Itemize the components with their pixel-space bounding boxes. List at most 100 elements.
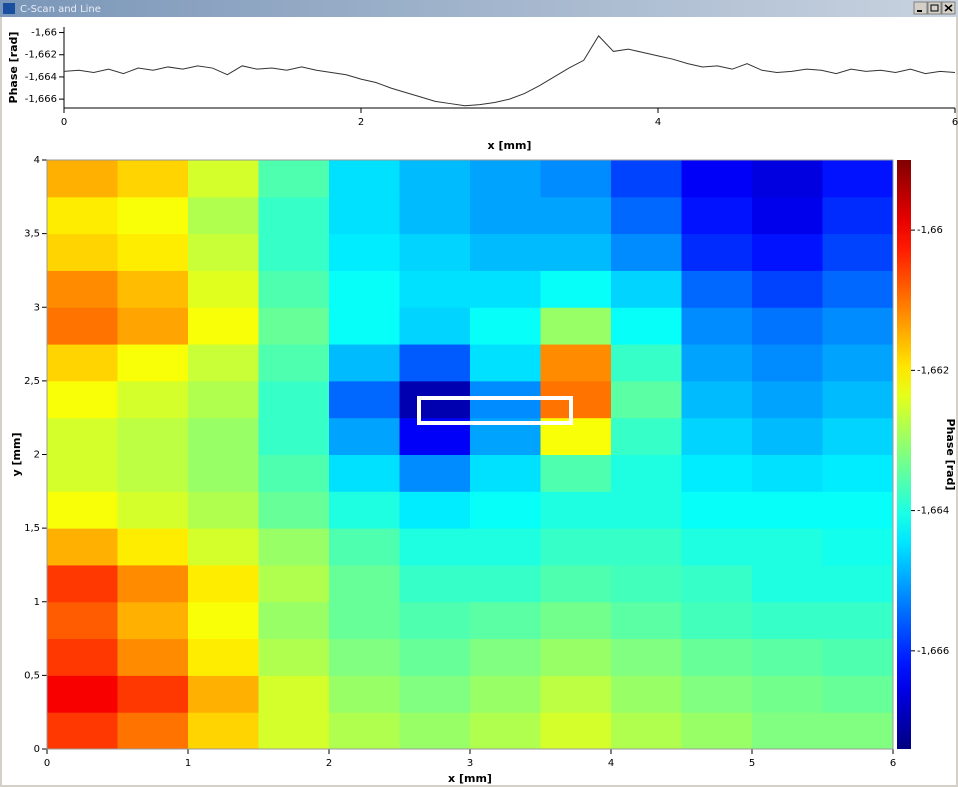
- heat-cell: [47, 160, 118, 198]
- x-tick-label: 3: [467, 758, 473, 769]
- y-tick-label: -1,66: [31, 28, 57, 39]
- x-tick-label: 2: [326, 758, 332, 769]
- heat-cell: [188, 491, 259, 529]
- colorbar-tick-label: -1,662: [917, 365, 949, 376]
- heat-cell: [470, 344, 541, 382]
- heat-cell: [681, 638, 753, 676]
- heat-cell: [329, 380, 400, 419]
- y-tick-label: 2,5: [24, 376, 40, 387]
- heat-cell: [399, 344, 471, 382]
- heat-cell: [47, 196, 118, 235]
- heat-cell: [399, 491, 471, 529]
- heat-cell: [258, 417, 330, 455]
- heat-cell: [681, 564, 753, 603]
- heat-cell: [399, 233, 471, 271]
- minimize-button[interactable]: [913, 1, 928, 15]
- heat-cell: [329, 196, 400, 235]
- heat-cell: [188, 233, 259, 271]
- heat-cell: [117, 491, 189, 529]
- x-tick-label: 2: [358, 117, 364, 128]
- heat-cell: [681, 380, 753, 419]
- heat-cell: [540, 638, 612, 676]
- heat-cell: [611, 344, 682, 382]
- heat-cell: [540, 712, 612, 750]
- heat-cell: [329, 344, 400, 382]
- heat-cell: [117, 564, 189, 603]
- heat-cell: [470, 160, 541, 198]
- plot-frame: [46, 159, 894, 750]
- heat-cell: [329, 528, 400, 566]
- maximize-icon: [930, 4, 939, 12]
- heat-cell: [117, 675, 189, 713]
- heat-cell: [188, 270, 259, 308]
- heat-cell: [258, 196, 330, 235]
- heat-cell: [258, 270, 330, 308]
- maximize-button[interactable]: [927, 1, 942, 15]
- heat-cell: [47, 233, 118, 271]
- heat-cell: [188, 196, 259, 235]
- heat-cell: [470, 196, 541, 235]
- heat-cell: [611, 270, 682, 308]
- heat-cell: [470, 270, 541, 308]
- y-tick-label: 0: [34, 744, 40, 755]
- axis-frame: [63, 27, 955, 109]
- heat-cell: [681, 196, 753, 235]
- app-icon: [3, 3, 15, 14]
- heat-cell: [399, 712, 471, 750]
- y-tick-label: 3,5: [24, 229, 40, 240]
- heat-cell: [117, 233, 189, 271]
- heat-cell: [399, 160, 471, 198]
- heat-cell: [258, 454, 330, 492]
- title-bar: [0, 0, 958, 17]
- heat-cell: [399, 307, 471, 345]
- heat-cell: [188, 380, 259, 419]
- heat-cell: [47, 564, 118, 603]
- y-axis-label: Phase [rad]: [7, 32, 20, 104]
- heat-cell: [47, 380, 118, 419]
- heat-cell: [258, 638, 330, 676]
- heat-cell: [47, 601, 118, 640]
- y-tick-label: 1,5: [24, 523, 40, 534]
- heat-cell: [822, 601, 894, 640]
- heat-cell: [540, 491, 612, 529]
- heat-cell: [47, 491, 118, 529]
- heat-cell: [117, 454, 189, 492]
- heat-cell: [681, 233, 753, 271]
- heat-cell: [399, 675, 471, 713]
- heat-cell: [540, 233, 612, 271]
- heat-cell: [540, 601, 612, 640]
- heat-cell: [399, 564, 471, 603]
- heat-cell: [470, 307, 541, 345]
- heat-cell: [540, 564, 612, 603]
- heat-cell: [540, 454, 612, 492]
- heat-cell: [188, 160, 259, 198]
- heat-cell: [329, 491, 400, 529]
- y-tick-label: 3: [34, 302, 40, 313]
- heat-cell: [117, 638, 189, 676]
- heat-cell: [822, 344, 894, 382]
- heat-cell: [611, 196, 682, 235]
- heat-cell: [329, 601, 400, 640]
- heat-cell: [470, 454, 541, 492]
- heat-cell: [117, 712, 189, 750]
- heat-cell: [258, 601, 330, 640]
- heat-cell: [399, 528, 471, 566]
- heat-cell: [470, 712, 541, 750]
- heat-cell: [611, 528, 682, 566]
- heat-cell: [329, 307, 400, 345]
- heat-cell: [329, 454, 400, 492]
- heat-cell: [117, 160, 189, 198]
- heat-cell: [752, 417, 823, 455]
- heat-cell: [188, 454, 259, 492]
- heat-cell: [47, 307, 118, 345]
- y-tick-label: 2: [34, 450, 40, 461]
- heat-cell: [822, 307, 894, 345]
- heat-cell: [681, 417, 753, 455]
- heat-cell: [681, 528, 753, 566]
- heat-cell: [470, 601, 541, 640]
- heat-cell: [117, 196, 189, 235]
- heat-cell: [752, 380, 823, 419]
- heat-cell: [822, 196, 894, 235]
- heat-cell: [540, 196, 612, 235]
